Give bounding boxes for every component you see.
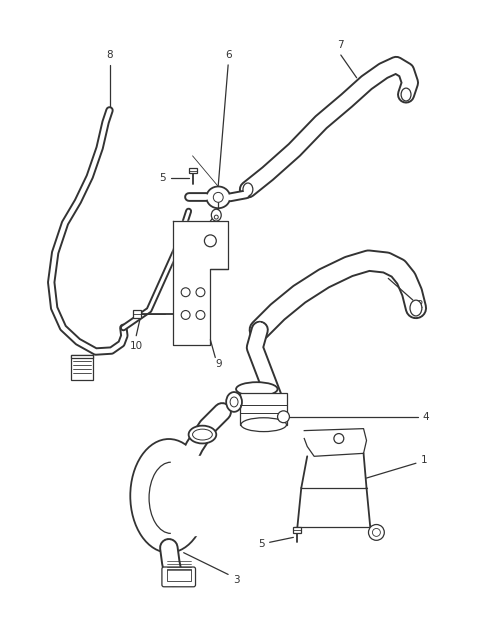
Ellipse shape [241, 417, 287, 432]
Bar [133, 310, 141, 318]
Ellipse shape [254, 322, 266, 338]
Ellipse shape [206, 187, 230, 208]
Ellipse shape [149, 462, 192, 534]
Bar [167, 569, 191, 581]
Bar [240, 393, 288, 425]
Bar [293, 527, 301, 534]
Text: 5: 5 [258, 539, 265, 549]
Ellipse shape [211, 209, 221, 221]
Polygon shape [173, 221, 228, 344]
Ellipse shape [277, 411, 289, 422]
Ellipse shape [230, 397, 238, 407]
Bar [189, 168, 196, 173]
Circle shape [181, 311, 190, 319]
FancyBboxPatch shape [162, 567, 195, 587]
Ellipse shape [192, 429, 212, 440]
Text: 4: 4 [422, 412, 429, 422]
Text: 6: 6 [225, 50, 231, 60]
Text: 8: 8 [106, 50, 113, 60]
Bar [171, 456, 248, 535]
Ellipse shape [410, 300, 422, 316]
Circle shape [196, 288, 205, 296]
Text: 9: 9 [215, 359, 222, 369]
Circle shape [334, 434, 344, 444]
Ellipse shape [236, 382, 277, 396]
Circle shape [372, 529, 380, 537]
Circle shape [369, 525, 384, 540]
Text: 3: 3 [233, 575, 240, 585]
Ellipse shape [213, 192, 223, 202]
Polygon shape [304, 429, 367, 456]
Text: 2: 2 [417, 300, 423, 310]
Ellipse shape [243, 183, 253, 196]
Text: 5: 5 [159, 173, 166, 183]
Bar [71, 354, 93, 358]
Text: 10: 10 [130, 341, 143, 351]
Text: 7: 7 [337, 40, 344, 50]
Circle shape [204, 235, 216, 246]
Ellipse shape [189, 426, 216, 444]
Circle shape [181, 288, 190, 296]
Ellipse shape [401, 88, 411, 101]
Circle shape [196, 311, 205, 319]
Ellipse shape [226, 392, 242, 412]
Ellipse shape [130, 439, 207, 553]
Bar [71, 354, 93, 380]
Text: 1: 1 [420, 456, 427, 466]
Ellipse shape [214, 215, 218, 219]
